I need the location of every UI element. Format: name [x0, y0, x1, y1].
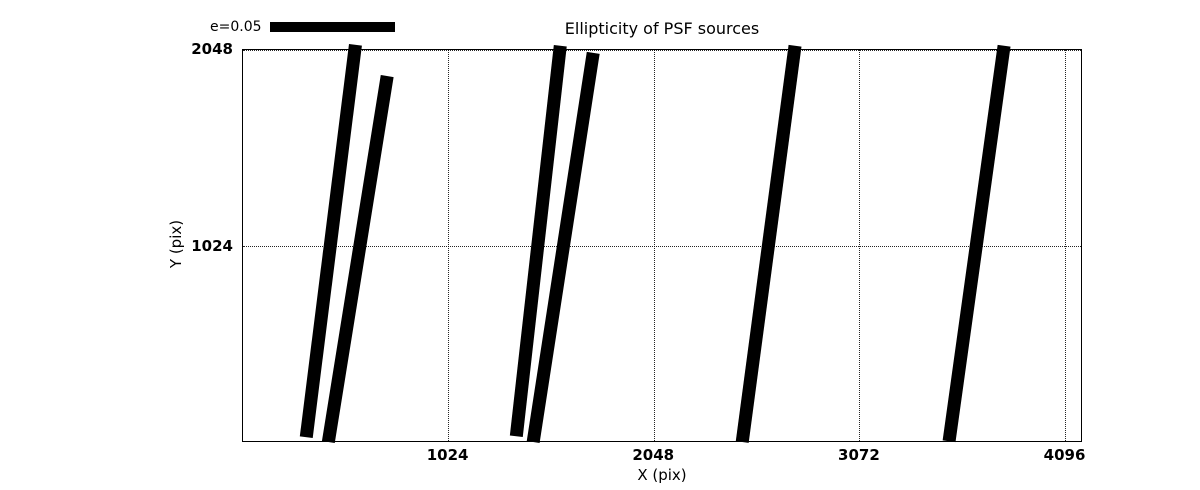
x-tick-label: 4096	[1043, 446, 1086, 464]
legend: e=0.05	[210, 19, 395, 35]
x-tick-label: 2048	[632, 446, 675, 464]
x-gridline	[448, 50, 450, 441]
y-tick-label: 1024	[191, 236, 233, 255]
x-tick-label: 1024	[426, 446, 469, 464]
legend-line-sample	[269, 22, 395, 32]
x-gridline	[859, 50, 861, 441]
plot-area	[242, 49, 1082, 442]
y-tick-label: 2048	[191, 40, 233, 58]
chart-title: Ellipticity of PSF sources	[564, 19, 760, 38]
x-axis-label: X (pix)	[637, 466, 687, 484]
legend-label: e=0.05	[210, 19, 262, 35]
y-gridline	[243, 49, 1081, 51]
x-gridline	[653, 50, 655, 441]
y-gridline	[243, 246, 1081, 247]
x-tick-label: 3072	[838, 446, 880, 464]
x-gridline	[1065, 50, 1067, 441]
